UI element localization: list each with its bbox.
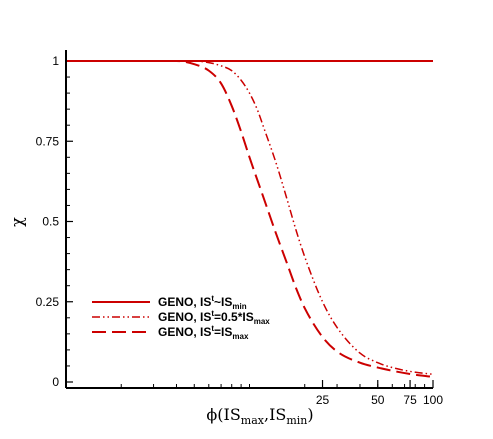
x-axis-title: ϕ(ISmax,ISmin) [206,405,313,427]
y-axis-title: χ [8,217,27,227]
x-tick-label: 25 [316,393,330,407]
y-tick-label: 0.5 [42,215,59,229]
legend-label-2: GENO, ISt=0.5*ISmax [158,309,270,326]
x-axis-title-close: ) [307,405,313,424]
x-tick-label: 100 [423,393,443,407]
y-tick-label: 1 [52,54,59,68]
legend: GENO, ISt~ISmin GENO, ISt=0.5*ISmax GENO… [92,294,270,341]
series-line-3 [66,59,434,378]
x-axis-title-sub1: max [241,414,265,427]
x-axis-title-sub2: min [286,414,307,427]
x-axis-title-base: ϕ(IS [206,405,240,424]
series-line-2 [66,60,434,376]
legend-label-1: GENO, ISt~ISmin [158,294,247,311]
axis-ticks: 0 0.25 0.5 0.75 1 25 50 75 100 [36,54,444,407]
y-tick-label: 0.75 [36,134,60,148]
chart-curves [66,59,434,378]
x-axis-title-sep: ,IS [264,405,286,424]
x-tick-label: 50 [371,393,385,407]
y-tick-label: 0.25 [36,295,60,309]
x-tick-label: 75 [403,393,417,407]
y-tick-label: 0 [52,375,59,389]
legend-label-3: GENO, ISt=ISmax [158,324,249,341]
